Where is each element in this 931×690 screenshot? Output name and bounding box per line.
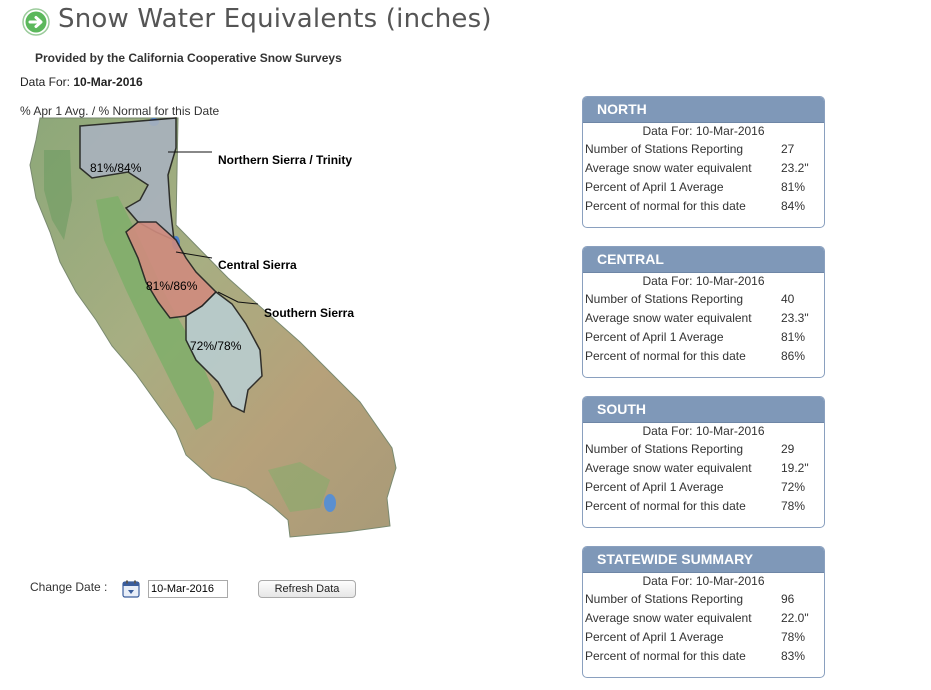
map-caption: % Apr 1 Avg. / % Normal for this Date <box>20 104 220 118</box>
row-label: Average snow water equivalent <box>585 610 752 625</box>
row-label: Average snow water equivalent <box>585 310 752 325</box>
table-row: Number of Stations Reporting 96 <box>585 589 821 608</box>
row-label: Percent of normal for this date <box>585 648 746 663</box>
panel-title: CENTRAL <box>583 247 824 273</box>
table-row: Average snow water equivalent 23.2" <box>585 158 821 177</box>
row-value: 83% <box>781 648 806 663</box>
row-value: 81% <box>781 179 806 194</box>
table-row: Percent of normal for this date 84% <box>585 196 821 215</box>
table-row: Number of Stations Reporting 40 <box>585 289 821 308</box>
table-row: Average snow water equivalent 23.3" <box>585 308 821 327</box>
row-label: Percent of normal for this date <box>585 348 746 363</box>
panel-table: Number of Stations Reporting 27 Average s… <box>585 139 821 215</box>
panel-date: Data For: 10-Mar-2016 <box>642 124 765 138</box>
row-value: 96 <box>781 591 795 606</box>
page-title: Snow Water Equivalents (inches) <box>58 4 492 34</box>
panel-date: Data For: 10-Mar-2016 <box>642 274 765 288</box>
data-for-date: 10-Mar-2016 <box>73 75 143 89</box>
table-row: Percent of April 1 Average 81% <box>585 177 821 196</box>
table-row: Percent of April 1 Average 72% <box>585 477 821 496</box>
refresh-data-button[interactable]: Refresh Data <box>258 580 356 598</box>
row-value: 81% <box>781 329 806 344</box>
row-value: 78% <box>781 498 806 513</box>
row-label: Number of Stations Reporting <box>585 141 744 156</box>
salton-sea <box>324 494 336 512</box>
change-date-label: Change Date : <box>30 580 108 594</box>
row-value: 19.2" <box>781 460 809 475</box>
row-value: 23.2" <box>781 160 809 175</box>
table-row: Percent of April 1 Average 78% <box>585 627 821 646</box>
table-row: Percent of April 1 Average 81% <box>585 327 821 346</box>
panel-table: Number of Stations Reporting 40 Average s… <box>585 289 821 365</box>
panel-south: SOUTH Data For: 10-Mar-2016 Number of St… <box>582 396 825 528</box>
calendar-icon[interactable] <box>122 580 140 598</box>
table-row: Percent of normal for this date 83% <box>585 646 821 665</box>
table-row: Percent of normal for this date 78% <box>585 496 821 515</box>
row-value: 40 <box>781 291 795 306</box>
region-south <box>185 291 263 414</box>
panel-north: NORTH Data For: 10-Mar-2016 Number of St… <box>582 96 825 228</box>
map-pct-south: 72%/78% <box>190 339 242 353</box>
row-label: Percent of April 1 Average <box>585 479 724 494</box>
table-row: Number of Stations Reporting 27 <box>585 139 821 158</box>
panel-table: Number of Stations Reporting 29 Average s… <box>585 439 821 515</box>
panel-date: Data For: 10-Mar-2016 <box>642 424 765 438</box>
map-label-south: Southern Sierra <box>264 306 354 320</box>
table-row: Average snow water equivalent 22.0" <box>585 608 821 627</box>
row-label: Percent of April 1 Average <box>585 179 724 194</box>
table-row: Percent of normal for this date 86% <box>585 346 821 365</box>
panel-date: Data For: 10-Mar-2016 <box>642 574 765 588</box>
row-value: 84% <box>781 198 806 213</box>
panel-title: NORTH <box>583 97 824 123</box>
data-for-label: Data For: <box>20 75 71 89</box>
panel-title: SOUTH <box>583 397 824 423</box>
map-label-central: Central Sierra <box>218 258 297 272</box>
row-label: Percent of normal for this date <box>585 198 746 213</box>
row-label: Percent of April 1 Average <box>585 329 724 344</box>
panel-central: CENTRAL Data For: 10-Mar-2016 Number of … <box>582 246 825 378</box>
row-value: 29 <box>781 441 795 456</box>
california-snow-map: 81%/84% 81%/86% 72%/78% Northern Sierra … <box>29 117 397 538</box>
map-pct-central: 81%/86% <box>146 279 198 293</box>
row-value: 23.3" <box>781 310 809 325</box>
row-label: Average snow water equivalent <box>585 460 752 475</box>
map-label-north: Northern Sierra / Trinity <box>218 153 352 167</box>
central-valley <box>96 196 214 430</box>
row-value: 72% <box>781 479 806 494</box>
row-value: 27 <box>781 141 795 156</box>
data-for-line: Data For: 10-Mar-2016 <box>20 75 143 89</box>
row-label: Percent of normal for this date <box>585 498 746 513</box>
row-value: 22.0" <box>781 610 809 625</box>
map-pct-north: 81%/84% <box>90 161 142 175</box>
row-label: Average snow water equivalent <box>585 160 752 175</box>
table-row: Number of Stations Reporting 29 <box>585 439 821 458</box>
row-value: 78% <box>781 629 806 644</box>
row-label: Number of Stations Reporting <box>585 591 744 606</box>
date-input[interactable] <box>148 580 228 598</box>
panel-title: STATEWIDE SUMMARY <box>583 547 824 573</box>
row-value: 86% <box>781 348 806 363</box>
row-label: Number of Stations Reporting <box>585 441 744 456</box>
go-arrow-icon <box>22 8 50 36</box>
row-label: Percent of April 1 Average <box>585 629 724 644</box>
panel-table: Number of Stations Reporting 96 Average s… <box>585 589 821 665</box>
row-label: Number of Stations Reporting <box>585 291 744 306</box>
provided-by-text: Provided by the California Cooperative S… <box>35 51 342 65</box>
table-row: Average snow water equivalent 19.2" <box>585 458 821 477</box>
panel-statewide-summary: STATEWIDE SUMMARY Data For: 10-Mar-2016 … <box>582 546 825 678</box>
